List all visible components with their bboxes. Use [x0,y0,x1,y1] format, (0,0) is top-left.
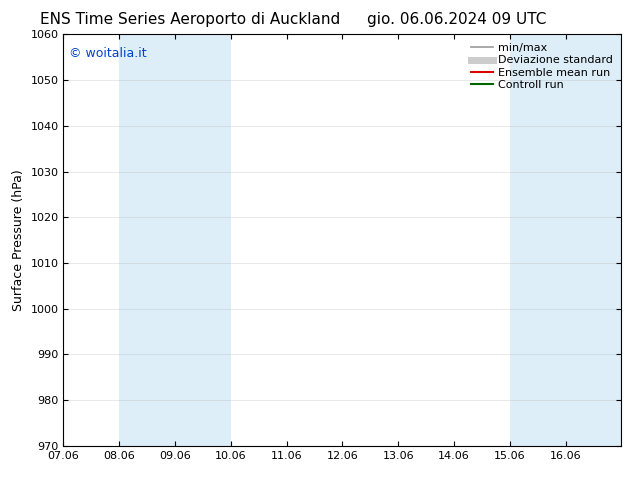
Text: ENS Time Series Aeroporto di Auckland: ENS Time Series Aeroporto di Auckland [40,12,340,27]
Y-axis label: Surface Pressure (hPa): Surface Pressure (hPa) [12,169,25,311]
Bar [119,34,231,446]
Text: gio. 06.06.2024 09 UTC: gio. 06.06.2024 09 UTC [367,12,546,27]
Bar [510,34,621,446]
Text: © woitalia.it: © woitalia.it [69,47,146,60]
Legend: min/max, Deviazione standard, Ensemble mean run, Controll run: min/max, Deviazione standard, Ensemble m… [467,40,616,93]
